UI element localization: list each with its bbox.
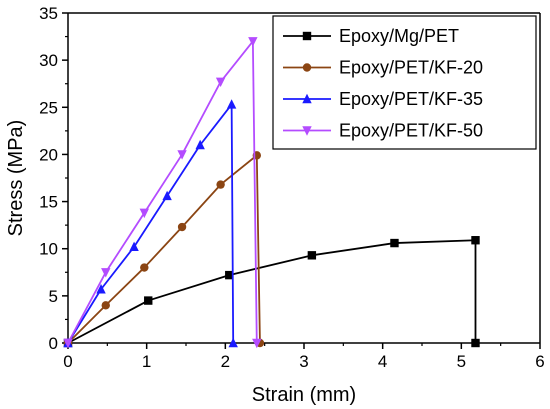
legend-label: Epoxy/PET/KF-50 bbox=[339, 121, 483, 141]
x-tick-label: 0 bbox=[63, 352, 72, 371]
data-point bbox=[101, 268, 111, 278]
data-point bbox=[63, 338, 73, 349]
y-tick-label: 0 bbox=[49, 334, 58, 353]
data-point bbox=[226, 99, 237, 109]
data-point bbox=[129, 241, 139, 252]
legend-label: Epoxy/Mg/PET bbox=[339, 26, 459, 46]
series-epoxy-pet-kf-50 bbox=[63, 37, 262, 349]
data-point bbox=[139, 208, 150, 219]
series-layer bbox=[63, 37, 480, 349]
y-tick-label: 20 bbox=[39, 145, 58, 164]
series-epoxy-pet-kf-35 bbox=[63, 99, 238, 348]
y-tick-label: 10 bbox=[39, 240, 58, 259]
y-tick-label: 15 bbox=[39, 193, 58, 212]
legend-item: Epoxy/PET/KF-20 bbox=[283, 58, 483, 78]
data-point bbox=[177, 150, 187, 160]
legend-swatch-marker bbox=[302, 31, 312, 41]
legend-label: Epoxy/PET/KF-35 bbox=[339, 89, 483, 109]
legend: Epoxy/Mg/PET Epoxy/PET/KF-20 Epoxy/PET/KF-… bbox=[272, 15, 537, 150]
y-tick-label: 25 bbox=[39, 98, 58, 117]
data-point bbox=[162, 190, 172, 201]
series-line bbox=[67, 103, 235, 344]
data-point bbox=[144, 296, 153, 305]
data-point bbox=[195, 139, 205, 150]
data-point bbox=[228, 337, 238, 348]
data-point bbox=[248, 37, 258, 47]
data-point bbox=[307, 251, 317, 260]
y-axis-title: Stress (MPa) bbox=[5, 120, 27, 237]
data-point bbox=[216, 180, 225, 189]
x-axis-title: Strain (mm) bbox=[252, 384, 356, 406]
x-tick-label: 6 bbox=[535, 352, 544, 371]
x-tick-label: 1 bbox=[142, 352, 151, 371]
data-point bbox=[140, 263, 149, 272]
data-point bbox=[252, 338, 262, 349]
series-line bbox=[67, 239, 477, 344]
x-tick-label: 2 bbox=[221, 352, 230, 371]
legend-item: Epoxy/PET/KF-50 bbox=[283, 121, 483, 141]
series-epoxy-mg-pet bbox=[63, 236, 480, 348]
legend-item: Epoxy/PET/KF-35 bbox=[283, 89, 483, 109]
series-epoxy-pet-kf-20 bbox=[63, 151, 265, 348]
data-point bbox=[225, 270, 234, 280]
data-point bbox=[177, 222, 187, 232]
x-tick-label: 4 bbox=[378, 352, 387, 371]
legend-swatch-marker bbox=[302, 63, 312, 72]
data-point bbox=[471, 236, 480, 245]
x-tick-label: 3 bbox=[299, 352, 308, 371]
legend-swatch-marker bbox=[302, 93, 312, 104]
y-tick-label: 30 bbox=[39, 51, 58, 70]
data-point bbox=[215, 77, 226, 88]
data-point bbox=[96, 284, 106, 294]
legend-item: Epoxy/Mg/PET bbox=[283, 26, 459, 46]
legend-label: Epoxy/PET/KF-20 bbox=[339, 58, 483, 78]
axes: 0 1 2 3 4 5 6 0 5 10 15 20 25 30 35 bbox=[39, 4, 545, 371]
legend-swatch-marker bbox=[302, 126, 312, 136]
data-point bbox=[390, 238, 399, 248]
y-tick-label: 5 bbox=[49, 287, 58, 306]
y-tick-label: 35 bbox=[39, 4, 58, 23]
data-point bbox=[101, 301, 110, 310]
data-point bbox=[471, 338, 480, 348]
x-tick-label: 5 bbox=[457, 352, 466, 371]
legend-box bbox=[272, 15, 537, 150]
